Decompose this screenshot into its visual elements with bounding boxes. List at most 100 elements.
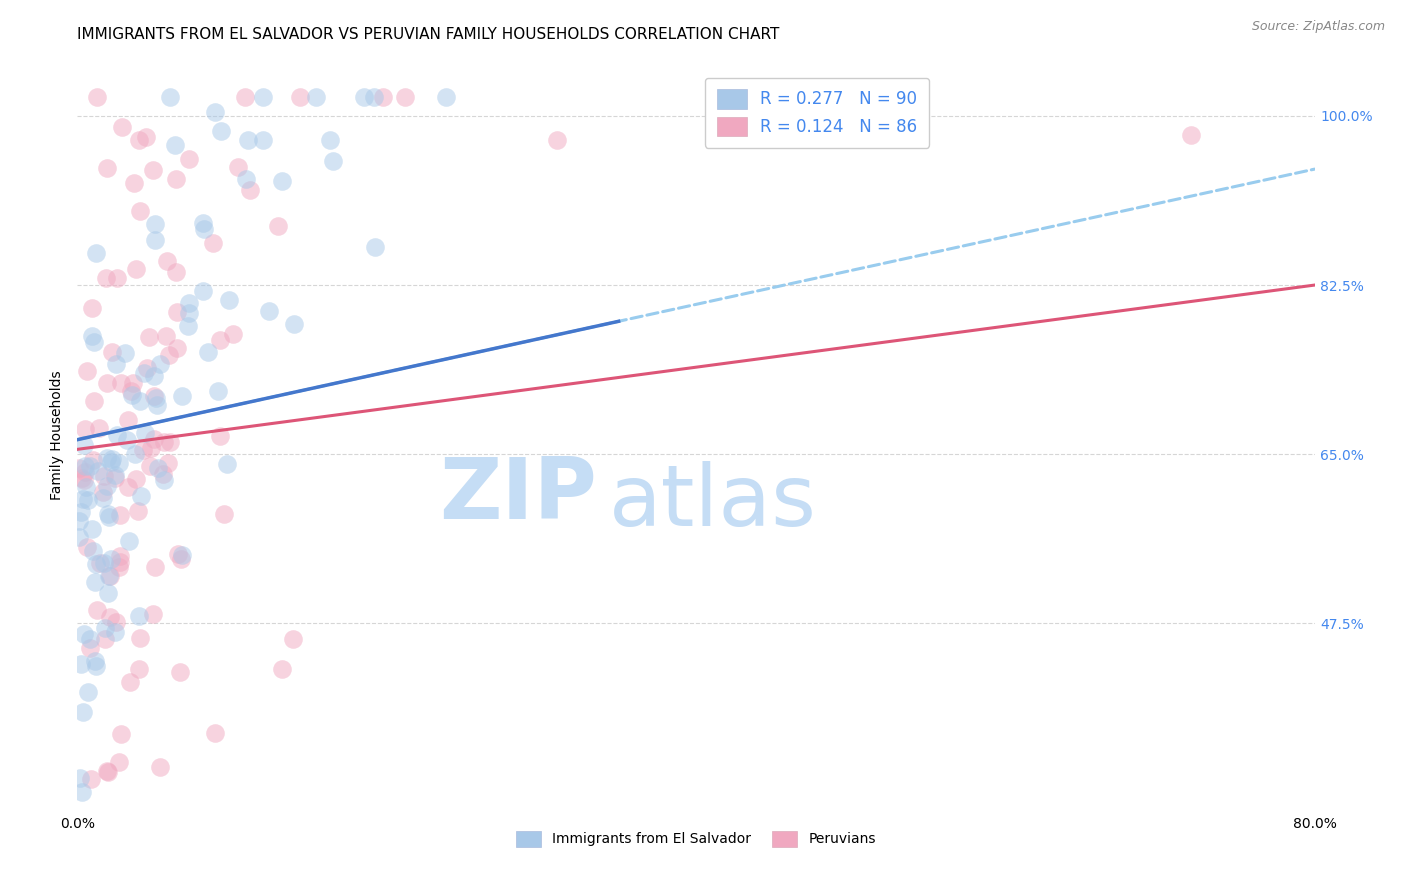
Point (138, 330, 160, 344)
Point (353, 89, 375, 103)
Point (79, 459, 101, 474)
Point (97, 585, 120, 599)
Point (238, 132, 260, 146)
Point (117, 412, 139, 426)
Point (118, 534, 141, 549)
Point (152, 473, 174, 487)
Point (93, 485, 115, 500)
Point (77, 493, 100, 508)
Point (146, 461, 169, 475)
Point (75, 459, 97, 474)
Point (165, 172, 187, 186)
Point (117, 480, 139, 494)
Point (98, 568, 121, 582)
Point (364, 240, 387, 254)
Point (100, 455, 122, 469)
Point (152, 467, 174, 481)
Point (107, 755, 129, 769)
Point (97, 508, 120, 522)
Point (322, 154, 344, 169)
Point (121, 388, 143, 402)
Point (239, 183, 262, 197)
Point (98, 509, 121, 524)
Point (80, 329, 103, 343)
Point (208, 333, 231, 347)
Point (98, 569, 121, 583)
Point (124, 447, 146, 461)
Point (134, 130, 156, 145)
Point (1180, 128, 1202, 143)
Point (125, 262, 148, 277)
Point (193, 221, 215, 235)
Point (169, 665, 191, 679)
Point (207, 384, 229, 399)
Point (111, 120, 134, 134)
Point (105, 271, 128, 285)
Point (94, 632, 117, 646)
Point (165, 265, 187, 279)
Point (204, 726, 226, 740)
Point (70, 470, 93, 484)
Point (270, 662, 292, 676)
Point (76, 540, 98, 554)
Point (235, 172, 257, 186)
Point (105, 427, 128, 442)
Point (149, 357, 172, 371)
Point (193, 216, 215, 230)
Point (252, 89, 274, 103)
Point (110, 555, 132, 569)
Point (217, 457, 239, 471)
Point (177, 306, 200, 320)
Point (98, 610, 121, 624)
Point (86, 603, 108, 617)
Point (83, 393, 105, 408)
Point (104, 615, 127, 630)
Point (143, 560, 166, 574)
Point (83, 654, 105, 668)
Point (121, 376, 143, 390)
Point (143, 234, 166, 248)
Point (132, 366, 155, 380)
Point (191, 284, 214, 298)
Point (97, 765, 120, 780)
Point (96, 479, 118, 493)
Point (170, 552, 193, 566)
Point (233, 89, 256, 103)
Point (228, 161, 250, 175)
Point (125, 472, 148, 486)
Point (72, 492, 94, 507)
Point (209, 429, 232, 443)
Point (96, 161, 118, 175)
Point (118, 675, 141, 690)
Point (84, 557, 107, 571)
Point (157, 348, 180, 362)
Point (149, 760, 172, 774)
Point (165, 137, 187, 152)
Point (252, 133, 274, 147)
Point (82, 301, 104, 315)
Point (177, 152, 200, 166)
Point (73, 465, 96, 479)
Point (69, 771, 91, 785)
Point (153, 435, 176, 450)
Point (155, 329, 177, 343)
Point (108, 560, 131, 574)
Point (156, 253, 179, 268)
Point (96, 271, 118, 285)
Point (177, 319, 200, 334)
Point (222, 327, 245, 342)
Point (120, 384, 142, 399)
Point (142, 607, 165, 621)
Point (80, 772, 103, 786)
Point (75, 422, 97, 436)
Point (128, 608, 150, 623)
Y-axis label: Family Households: Family Households (51, 370, 65, 500)
Point (72, 705, 94, 719)
Point (86, 89, 108, 103)
Point (128, 393, 150, 408)
Text: ZIP: ZIP (439, 454, 598, 537)
Point (67, 530, 90, 544)
Point (82, 543, 104, 558)
Point (143, 389, 166, 403)
Point (142, 163, 165, 178)
